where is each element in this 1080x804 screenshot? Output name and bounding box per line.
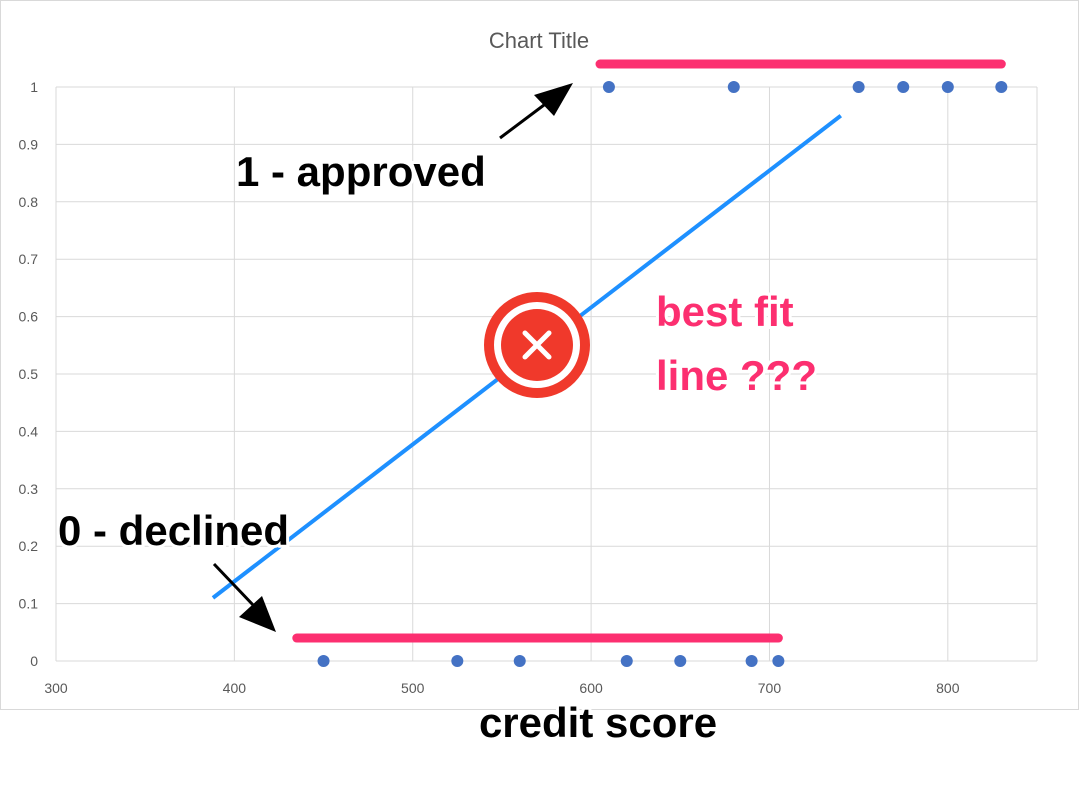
data-point	[772, 655, 785, 667]
data-point	[852, 81, 865, 93]
best-fit-note-line1: best fit	[656, 288, 794, 335]
y-tick-label: 0.6	[19, 309, 39, 325]
data-point	[620, 655, 633, 667]
y-tick-label: 1	[30, 79, 38, 95]
data-point	[451, 655, 464, 667]
group-bars	[292, 59, 1006, 643]
y-tick-label: 0.3	[19, 481, 39, 497]
data-point	[745, 655, 758, 667]
data-point	[941, 81, 954, 93]
y-tick-label: 0.9	[19, 136, 39, 152]
x-tick-label: 400	[223, 680, 247, 696]
x-tick-label: 300	[44, 680, 68, 696]
data-point	[674, 655, 687, 667]
declined-label: 0 - declined	[58, 507, 289, 554]
x-tick-label: 500	[401, 680, 425, 696]
data-point	[995, 81, 1008, 93]
x-tick-label: 600	[579, 680, 603, 696]
y-tick-label: 0	[30, 653, 38, 669]
approved-label: 1 - approved	[236, 148, 486, 195]
data-point	[727, 81, 740, 93]
grid	[55, 86, 1038, 662]
data-point	[513, 655, 526, 667]
x-axis-label: credit score	[479, 699, 717, 746]
y-tick-label: 0.2	[19, 538, 39, 554]
data-point	[602, 81, 615, 93]
x-tick-label: 700	[758, 680, 782, 696]
x-circle-icon	[484, 292, 590, 398]
y-tick-label: 0.1	[19, 596, 39, 612]
x-tick-label: 800	[936, 680, 960, 696]
best-fit-note-line2: line ???	[656, 352, 817, 399]
data-point	[897, 81, 910, 93]
declined-arrow	[212, 562, 276, 632]
approved-arrow	[499, 83, 573, 140]
y-tick-label: 0.8	[19, 194, 39, 210]
y-tick-label: 0.7	[19, 251, 39, 267]
data-points	[317, 81, 1008, 667]
y-tick-labels: 0 0.1 0.2 0.3 0.4 0.5 0.6 0.7 0.8 0.9 1	[19, 79, 39, 669]
y-tick-label: 0.5	[19, 366, 39, 382]
x-tick-labels: 300 400 500 600 700 800	[44, 680, 959, 696]
chart-title: Chart Title	[489, 28, 589, 53]
data-point	[317, 655, 330, 667]
y-tick-label: 0.4	[19, 423, 39, 439]
